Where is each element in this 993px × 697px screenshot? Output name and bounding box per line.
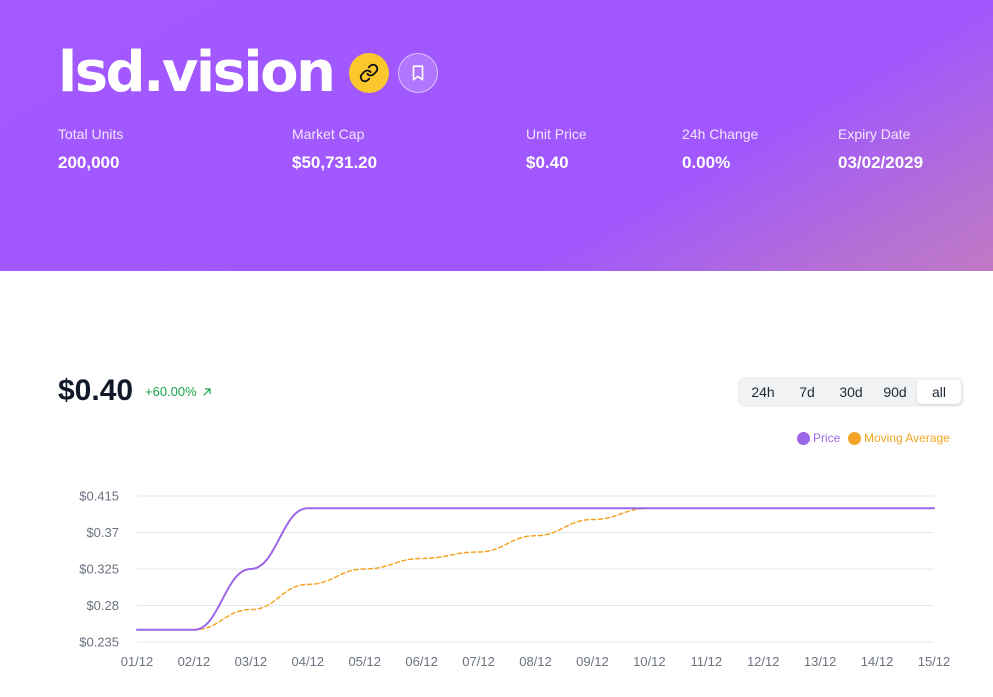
range-7d-button[interactable]: 7d: [799, 384, 815, 400]
legend-moving-average-label: Moving Average: [864, 431, 950, 445]
stat-value: $0.40: [526, 153, 569, 172]
current-price: $0.40: [58, 374, 134, 407]
arrow-up-right-icon: [203, 388, 211, 396]
range-30d-button[interactable]: 30d: [839, 384, 863, 400]
price-series-line: [136, 507, 935, 631]
token-header: lsd.vision Total Units 200,000 Market Ca…: [0, 0, 993, 271]
stat-value: 200,000: [58, 153, 120, 172]
stat-24h-change: 24h Change 0.00%: [682, 126, 758, 173]
y-tick-label: $0.415: [79, 489, 119, 504]
x-tick-label: 04/12: [292, 654, 325, 669]
bookmark-icon: [413, 65, 424, 81]
link-button[interactable]: [349, 53, 390, 93]
range-all-button[interactable]: all: [917, 380, 961, 404]
x-tick-label: 12/12: [747, 654, 780, 669]
stat-expiry-date: Expiry Date 03/02/2029: [838, 126, 923, 173]
x-tick-label: 10/12: [633, 654, 666, 669]
x-tick-label: 06/12: [405, 654, 438, 669]
y-tick-label: $0.28: [86, 598, 119, 613]
stat-market-cap: Market Cap $50,731.20: [292, 126, 377, 173]
stat-total-units: Total Units 200,000: [58, 126, 123, 173]
price-change: +60.00%: [145, 384, 212, 400]
x-tick-label: 01/12: [121, 654, 154, 669]
x-tick-label: 11/12: [690, 654, 722, 669]
stat-label: Total Units: [58, 126, 124, 142]
range-90d-button[interactable]: 90d: [883, 384, 907, 400]
title-row: lsd.vision: [58, 38, 439, 108]
y-tick-label: $0.37: [86, 525, 119, 540]
stat-label: Unit Price: [526, 126, 587, 142]
stat-unit-price: Unit Price $0.40: [526, 126, 587, 173]
x-tick-label: 09/12: [576, 654, 609, 669]
time-range-selector: 24h 7d 30d 90d all: [738, 377, 964, 407]
x-tick-label: 07/12: [462, 654, 495, 669]
legend-moving-average[interactable]: Moving Average: [848, 431, 950, 445]
stat-value: 03/02/2029: [838, 153, 924, 172]
link-icon: [360, 63, 379, 83]
x-tick-label: 13/12: [804, 654, 837, 669]
legend-moving-average-swatch: [848, 431, 861, 445]
legend-price-label: Price: [813, 431, 841, 445]
x-tick-label: 14/12: [861, 654, 894, 669]
y-tick-label: $0.325: [79, 562, 119, 577]
legend-price-swatch: [797, 431, 810, 445]
stat-label: Expiry Date: [838, 126, 911, 142]
stat-label: Market Cap: [292, 126, 365, 142]
x-tick-label: 15/12: [918, 654, 951, 669]
legend-price[interactable]: Price: [797, 431, 840, 445]
y-tick-label: $0.235: [79, 635, 119, 650]
x-tick-label: 08/12: [519, 654, 552, 669]
bookmark-button[interactable]: [398, 53, 439, 93]
range-24h-button[interactable]: 24h: [751, 384, 775, 400]
stat-value: $50,731.20: [292, 153, 378, 172]
x-tick-label: 05/12: [348, 654, 381, 669]
token-title: lsd.vision: [58, 40, 336, 105]
x-tick-label: 03/12: [235, 654, 268, 669]
stat-label: 24h Change: [682, 126, 759, 142]
x-tick-label: 02/12: [178, 654, 211, 669]
price-change-value: +60.00%: [145, 384, 197, 399]
stat-value: 0.00%: [682, 153, 731, 172]
